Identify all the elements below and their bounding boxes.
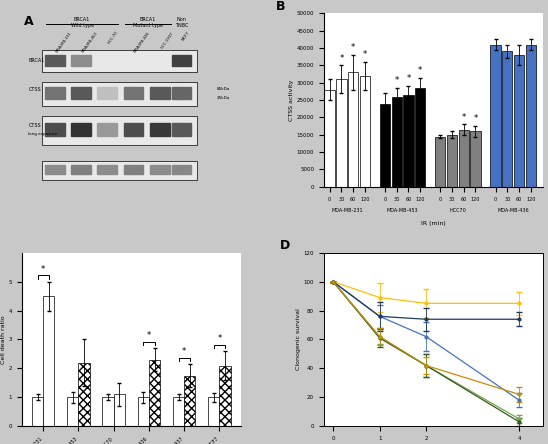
Text: MDA-MB-453: MDA-MB-453: [81, 31, 99, 53]
Bar: [435, 136, 446, 187]
Text: *: *: [363, 50, 367, 59]
Bar: [71, 87, 91, 99]
Bar: [380, 103, 390, 187]
Text: MDA-MB-453: MDA-MB-453: [387, 208, 418, 213]
Y-axis label: Cell death ratio: Cell death ratio: [1, 315, 6, 364]
Text: A: A: [24, 15, 34, 28]
Text: 25kDa: 25kDa: [216, 96, 230, 100]
Text: *: *: [351, 43, 355, 52]
Text: *: *: [395, 76, 399, 85]
Bar: [71, 55, 91, 66]
Bar: [67, 397, 78, 426]
Bar: [78, 363, 90, 426]
Bar: [45, 87, 65, 99]
Bar: [172, 55, 191, 66]
Bar: [324, 90, 335, 187]
Bar: [403, 95, 414, 187]
Bar: [149, 360, 160, 426]
Text: *: *: [147, 331, 151, 341]
Text: MDA-MB-436: MDA-MB-436: [498, 208, 529, 213]
Text: *: *: [473, 114, 478, 123]
Text: TNBC: TNBC: [175, 23, 189, 28]
Y-axis label: Clonogenic survival: Clonogenic survival: [296, 309, 301, 370]
Bar: [102, 397, 113, 426]
Text: MDA-MB-436: MDA-MB-436: [134, 31, 151, 53]
Bar: [336, 79, 346, 187]
Text: HCC70: HCC70: [449, 208, 466, 213]
Bar: [172, 87, 191, 99]
Bar: [150, 165, 169, 174]
Text: Non: Non: [176, 17, 186, 22]
Bar: [173, 397, 184, 426]
Text: HCC-1937: HCC-1937: [159, 31, 174, 49]
Bar: [172, 123, 191, 136]
Bar: [138, 397, 149, 426]
Bar: [184, 376, 196, 426]
Text: D: D: [280, 239, 290, 252]
Bar: [42, 50, 197, 72]
Bar: [43, 296, 54, 426]
Bar: [98, 123, 117, 136]
Bar: [150, 87, 169, 99]
X-axis label: IR (min): IR (min): [421, 221, 446, 226]
Text: MDA-MB-231: MDA-MB-231: [55, 31, 72, 53]
Bar: [219, 365, 231, 426]
Bar: [71, 165, 91, 174]
Bar: [32, 397, 43, 426]
Bar: [514, 55, 524, 187]
Text: *: *: [418, 66, 423, 75]
Text: Wild type: Wild type: [71, 23, 94, 28]
Text: CTSS: CTSS: [28, 87, 41, 92]
Bar: [45, 123, 65, 136]
Bar: [42, 82, 197, 106]
Bar: [42, 116, 197, 145]
Bar: [71, 123, 91, 136]
Bar: [45, 165, 65, 174]
Text: HCC-70: HCC-70: [107, 31, 119, 45]
Bar: [526, 44, 536, 187]
Bar: [415, 88, 425, 187]
Text: MCF7: MCF7: [181, 31, 191, 42]
Bar: [98, 87, 117, 99]
Bar: [359, 76, 370, 187]
Text: BRCA1: BRCA1: [140, 17, 156, 22]
Legend: MDA-MB-231, MDA-MB-453, HCC-70, MDA-MB436, HCC-1937, MCF7: MDA-MB-231, MDA-MB-453, HCC-70, MDA-MB43…: [547, 317, 548, 362]
Bar: [42, 161, 197, 180]
Bar: [124, 123, 144, 136]
Bar: [348, 72, 358, 187]
Text: *: *: [182, 347, 186, 356]
Bar: [459, 130, 469, 187]
Bar: [490, 44, 501, 187]
Bar: [150, 123, 169, 136]
Bar: [113, 394, 125, 426]
Bar: [124, 87, 144, 99]
Bar: [447, 135, 457, 187]
Text: BRCA1: BRCA1: [74, 17, 90, 22]
Bar: [172, 165, 191, 174]
Text: CTSS: CTSS: [28, 123, 41, 128]
Bar: [208, 397, 219, 426]
Bar: [470, 131, 481, 187]
Bar: [98, 165, 117, 174]
Text: B: B: [276, 0, 285, 13]
Text: *: *: [218, 334, 221, 343]
Text: BRCA1: BRCA1: [28, 58, 45, 63]
Text: long exposure: long exposure: [28, 132, 58, 136]
Y-axis label: CTSS activity: CTSS activity: [289, 79, 294, 121]
Text: *: *: [41, 265, 45, 274]
Bar: [45, 55, 65, 66]
Text: *: *: [406, 75, 410, 83]
Text: *: *: [461, 113, 466, 122]
Text: 85kDa: 85kDa: [216, 87, 230, 91]
Text: *: *: [339, 54, 344, 63]
Bar: [391, 97, 402, 187]
Text: Mutant type: Mutant type: [133, 23, 163, 28]
Bar: [124, 165, 144, 174]
Bar: [502, 52, 512, 187]
Text: MDA-MB-231: MDA-MB-231: [332, 208, 363, 213]
